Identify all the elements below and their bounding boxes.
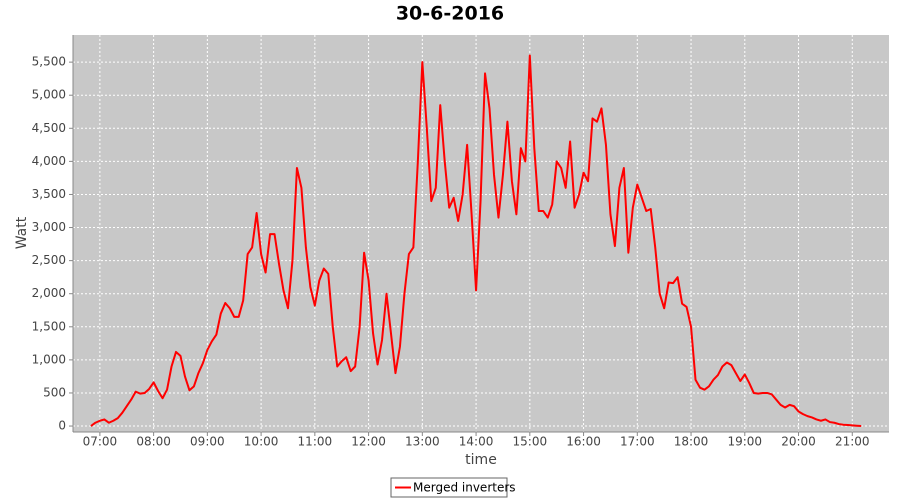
- x-tick-label: 17:00: [620, 435, 655, 449]
- x-tick-label: 14:00: [459, 435, 494, 449]
- x-tick-label: 15:00: [513, 435, 548, 449]
- legend-box: [390, 477, 508, 498]
- x-tick-label: 10:00: [244, 435, 279, 449]
- y-tick-label: 1,500: [32, 319, 66, 333]
- x-tick-label: 09:00: [190, 435, 225, 449]
- y-tick-label: 5,500: [32, 55, 66, 69]
- y-tick-label: 2,500: [32, 253, 66, 267]
- x-tick-label: 20:00: [781, 435, 816, 449]
- y-tick-label: 3,000: [32, 220, 66, 234]
- y-tick-label: 5,000: [32, 88, 66, 102]
- legend: Merged inverters: [390, 477, 516, 498]
- marks: [90, 54, 862, 428]
- y-tick-label: 3,500: [32, 187, 66, 201]
- x-axis-label: time: [465, 452, 497, 468]
- data-line: [90, 54, 862, 428]
- plot-area: [73, 35, 889, 432]
- x-tick-label: 11:00: [298, 435, 333, 449]
- y-tick-label: 0: [58, 419, 66, 433]
- x-tick-label: 08:00: [136, 435, 171, 449]
- y-tick-label: 4,500: [32, 121, 66, 135]
- x-tick-label: 16:00: [566, 435, 601, 449]
- y-tick-label: 1,000: [32, 352, 66, 366]
- y-tick-label: 500: [43, 385, 66, 399]
- x-tick-label: 07:00: [83, 435, 118, 449]
- legend-label: Merged inverters: [413, 481, 516, 495]
- x-tick-label: 13:00: [405, 435, 440, 449]
- x-tick-label: 19:00: [727, 435, 762, 449]
- x-tick-label: 18:00: [674, 435, 709, 449]
- y-tick-label: 4,000: [32, 154, 66, 168]
- x-tick-label: 21:00: [835, 435, 870, 449]
- chart-title: 30-6-2016: [396, 3, 504, 25]
- y-axis-label: Watt: [14, 216, 30, 249]
- y-tick-label: 2,000: [32, 286, 66, 300]
- x-tick-label: 12:00: [351, 435, 386, 449]
